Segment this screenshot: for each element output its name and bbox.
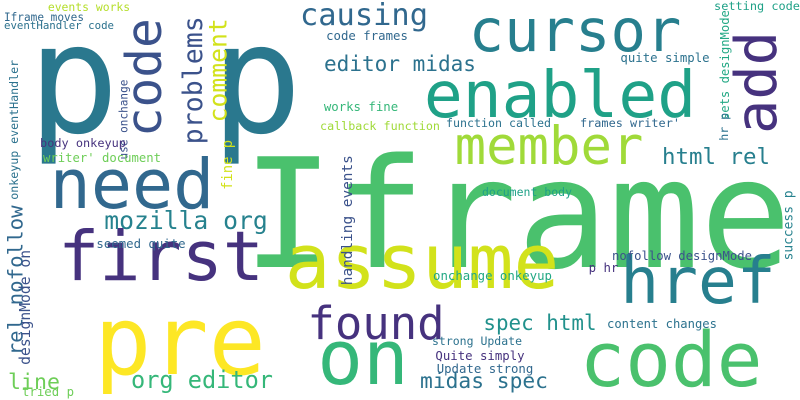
word-seemed-quite: seemed quite xyxy=(96,237,186,252)
word-add: add xyxy=(723,31,790,134)
word-assume: assume xyxy=(284,217,560,306)
word-need: need xyxy=(49,145,215,225)
word-events-works: events works xyxy=(47,0,131,15)
word-iframe: Iframe xyxy=(242,126,792,303)
word-callback-function: callback function xyxy=(320,118,440,133)
word-writer-document: writer' document xyxy=(42,151,161,166)
word-line: line xyxy=(7,370,60,396)
word-enabled: enabled xyxy=(423,57,697,133)
word-document-body: document body xyxy=(481,184,572,199)
word-function-called: function called xyxy=(446,115,551,130)
word-member: member xyxy=(454,117,644,178)
word-handling-events: handling events xyxy=(339,155,356,285)
word-setting-code: setting code xyxy=(714,0,800,13)
word-body-onkeyup: body onkeyup xyxy=(40,135,126,150)
word-hr-p: hr p xyxy=(717,113,732,141)
word-nofollow-designmode: nofollow designMode xyxy=(612,249,752,264)
word-org-editor: org editor xyxy=(131,366,273,395)
word-pre: pre xyxy=(94,286,266,397)
word-cursor: cursor xyxy=(468,0,682,65)
word-success-p: success p xyxy=(781,190,797,260)
word-code: code xyxy=(579,315,763,400)
word-eventhandler-code: eventHandler code xyxy=(3,18,115,32)
word-html-rel: html rel xyxy=(662,143,770,170)
word-tried-p: tried p xyxy=(21,385,75,400)
word-found: found xyxy=(307,297,445,351)
word-works-fine: works fine xyxy=(323,100,399,115)
word-designmode-on: designMode on xyxy=(16,250,34,365)
word-first: first xyxy=(58,217,264,297)
word-quite-simply: Quite simply xyxy=(435,349,525,364)
word-p-p: p p xyxy=(27,0,303,168)
word-quite-simple: quite simple xyxy=(620,51,710,66)
word-causing: causing xyxy=(299,0,428,33)
word-iframe-moves: Iframe moves xyxy=(3,11,85,25)
word-href: href xyxy=(620,243,776,319)
word-editor-midas: editor midas xyxy=(324,51,476,77)
word-p-hr: p hr xyxy=(588,261,619,276)
word-content-changes: content changes xyxy=(607,317,717,332)
word-fine-p: fine p xyxy=(220,140,237,190)
word-comment: comment xyxy=(203,17,233,123)
word-update-strong: Update strong xyxy=(436,362,534,377)
word-onchange-onkeyup: onchange onkeyup xyxy=(433,269,552,284)
word-on: on xyxy=(317,313,409,400)
word-onkeyup-eventhandler: onkeyup eventHandler xyxy=(7,60,22,200)
word-sets-designmode: sets designMode xyxy=(717,10,732,120)
word-code-frames: code frames xyxy=(326,29,408,44)
word-midas-spec: midas spec xyxy=(420,369,548,395)
word-mozilla-org: mozilla org xyxy=(104,205,268,235)
word-spec-html: spec html xyxy=(483,310,597,335)
word-frames-writer: frames writer' xyxy=(580,115,680,130)
word-strong-update: strong Update xyxy=(431,333,522,348)
